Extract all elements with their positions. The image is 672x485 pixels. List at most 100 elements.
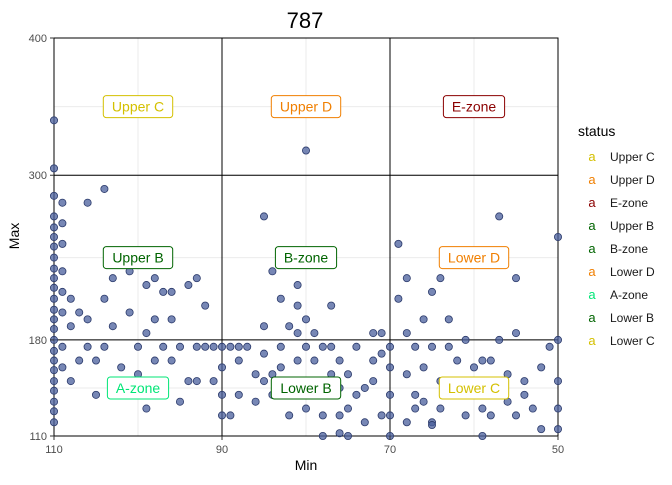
data-point	[419, 397, 428, 406]
y-axis-label: Max	[6, 223, 22, 249]
zone-label-box	[274, 246, 338, 270]
data-point	[436, 274, 445, 283]
data-point	[192, 377, 201, 386]
data-point	[276, 363, 285, 372]
data-point	[419, 363, 428, 372]
legend-label: Upper B	[610, 219, 654, 233]
data-point	[293, 329, 302, 338]
data-point	[259, 349, 268, 358]
data-point	[259, 322, 268, 331]
zone-label-box	[438, 246, 510, 270]
data-point	[335, 429, 344, 438]
legend-label: Lower C	[610, 334, 655, 348]
data-point	[50, 305, 59, 314]
zone-label-text: A-zone	[116, 380, 161, 396]
data-point	[310, 356, 319, 365]
data-point	[167, 287, 176, 296]
zone-label-box	[106, 376, 170, 400]
data-point	[108, 322, 117, 331]
data-point	[142, 281, 151, 290]
data-point	[50, 407, 59, 416]
data-point	[50, 366, 59, 375]
data-point	[50, 386, 59, 395]
legend-key: a	[588, 310, 596, 325]
zone-label-text: B-zone	[284, 250, 329, 266]
data-point	[83, 198, 92, 207]
data-point	[50, 191, 59, 200]
data-point	[520, 377, 529, 386]
data-point	[50, 346, 59, 355]
data-point	[385, 411, 394, 420]
data-point	[234, 342, 243, 351]
y-tick-label: 300	[29, 170, 47, 182]
zone-label-box	[102, 246, 174, 270]
data-point	[184, 281, 193, 290]
data-point	[58, 287, 67, 296]
legend-item: a E-zone	[588, 195, 648, 210]
data-point	[301, 315, 310, 324]
zone-label: Upper D	[270, 95, 342, 119]
data-point	[142, 404, 151, 413]
legend-key: a	[588, 264, 596, 279]
zone-label: Upper B	[102, 246, 174, 270]
data-point	[369, 377, 378, 386]
data-point	[150, 356, 159, 365]
legend-label: Lower D	[610, 265, 655, 279]
legend-item: a A-zone	[588, 287, 648, 302]
data-point	[394, 294, 403, 303]
data-point	[167, 315, 176, 324]
data-point	[75, 308, 84, 317]
data-point	[66, 377, 75, 386]
legend-key: a	[588, 241, 596, 256]
data-point	[318, 342, 327, 351]
zone-label-text: Lower C	[448, 380, 500, 396]
data-point	[385, 390, 394, 399]
data-point	[301, 404, 310, 413]
data-point	[478, 404, 487, 413]
data-point	[512, 411, 521, 420]
data-point	[66, 322, 75, 331]
y-tick-label: 180	[29, 335, 47, 347]
zone-label-text: E-zone	[452, 99, 497, 115]
zone-label-box	[438, 376, 510, 400]
legend-item: a Lower D	[588, 264, 655, 279]
data-point	[385, 363, 394, 372]
data-point	[327, 301, 336, 310]
zone-labels: Upper C Upper D E-zone Upper B B-zone Lower D…	[102, 95, 510, 400]
legend-item: a Upper C	[588, 149, 655, 164]
zone-label-box	[270, 376, 342, 400]
zone-label-box	[102, 95, 174, 119]
data-point	[108, 274, 117, 283]
data-point	[159, 287, 168, 296]
data-point	[100, 294, 109, 303]
data-point	[150, 315, 159, 324]
data-point	[360, 383, 369, 392]
data-point	[259, 377, 268, 386]
data-point	[385, 342, 394, 351]
data-point	[444, 342, 453, 351]
data-point	[461, 411, 470, 420]
legend-label: Upper D	[610, 173, 655, 187]
data-point	[352, 390, 361, 399]
data-point	[234, 356, 243, 365]
data-point	[209, 377, 218, 386]
data-point	[159, 342, 168, 351]
zone-label: B-zone	[274, 246, 338, 270]
data-point	[495, 335, 504, 344]
zone-label: Lower C	[438, 376, 510, 400]
data-point	[58, 267, 67, 276]
data-point	[58, 198, 67, 207]
data-point	[66, 294, 75, 303]
data-point	[335, 356, 344, 365]
data-point	[50, 377, 59, 386]
data-point	[461, 335, 470, 344]
legend-label: A-zone	[610, 288, 648, 302]
data-point	[310, 329, 319, 338]
data-point	[545, 342, 554, 351]
zone-label-text: Upper D	[280, 99, 332, 115]
data-point	[83, 342, 92, 351]
data-point	[150, 274, 159, 283]
data-point	[184, 377, 193, 386]
data-point	[335, 411, 344, 420]
data-point	[411, 342, 420, 351]
